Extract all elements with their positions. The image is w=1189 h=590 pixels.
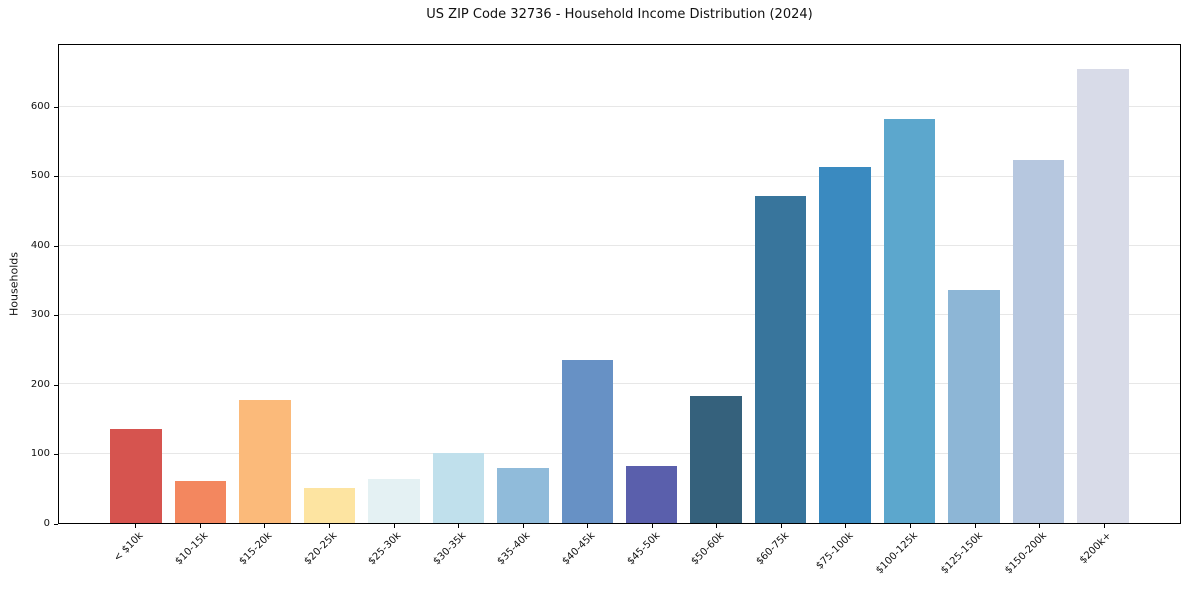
x-tick-label: $40-45k <box>560 530 598 568</box>
bar-slot <box>362 45 426 523</box>
y-tick-label: 300 <box>30 309 50 321</box>
x-tick-label: $30-35k <box>431 530 469 568</box>
x-tick-label: $200k+ <box>1077 530 1114 567</box>
x-tick-label: $60-75k <box>754 530 791 568</box>
y-tick-mark <box>54 106 58 108</box>
bar-slot <box>1071 45 1135 523</box>
x-tick-label: $100-125k <box>874 530 921 577</box>
gridline <box>59 314 1180 316</box>
bar <box>174 480 227 523</box>
bar <box>883 119 936 523</box>
x-tick-label: $75-100k <box>814 530 856 572</box>
bar <box>368 478 420 523</box>
bars-layer <box>59 45 1180 523</box>
x-tick-mark <box>264 524 266 528</box>
x-tick-label: $25-30k <box>366 530 404 568</box>
x-tick-mark <box>328 524 330 528</box>
bar-slot <box>813 45 877 523</box>
y-tick-label: 100 <box>30 448 50 460</box>
x-tick-mark <box>845 524 847 528</box>
y-tick-mark <box>54 245 58 247</box>
x-tick-mark <box>393 524 395 528</box>
bar <box>625 466 678 523</box>
chart-title: US ZIP Code 32736 - Household Income Dis… <box>426 7 813 22</box>
bar <box>1012 160 1065 523</box>
y-axis-label: Households <box>7 252 21 316</box>
x-tick-mark <box>522 524 524 528</box>
bar <box>303 487 356 523</box>
y-tick-label: 600 <box>30 100 50 112</box>
x-tick-label: < $10k <box>111 530 146 564</box>
bar <box>110 429 162 523</box>
bar-slot <box>684 45 748 523</box>
bar-slot <box>233 45 297 523</box>
bar <box>239 400 291 523</box>
x-tick-label: $125-150k <box>938 530 985 577</box>
gridline <box>59 244 1180 246</box>
bar <box>497 467 549 523</box>
x-tick-mark <box>458 524 460 528</box>
x-tick-label: $35-40k <box>495 530 533 568</box>
bar-slot <box>748 45 812 523</box>
bar-slot <box>620 45 684 523</box>
bar-slot <box>877 45 941 523</box>
bar <box>1077 69 1129 523</box>
y-tick-mark <box>54 524 58 525</box>
gridline <box>59 175 1180 177</box>
bar <box>690 395 742 523</box>
x-tick-label: $45-50k <box>624 530 662 568</box>
y-tick-label: 200 <box>30 378 50 390</box>
bar-slot <box>426 45 490 523</box>
x-tick-mark <box>587 524 589 528</box>
y-tick-mark <box>54 384 58 386</box>
gridline <box>59 106 1180 108</box>
y-tick-label: 400 <box>30 239 50 251</box>
plot-area <box>58 44 1181 524</box>
bar-slot <box>297 45 361 523</box>
x-tick-label: $50-60k <box>689 530 727 568</box>
bar-slot <box>168 45 232 523</box>
bar <box>561 360 614 523</box>
x-tick-mark <box>974 524 976 528</box>
bar-slot <box>104 45 168 523</box>
gridline <box>59 383 1180 385</box>
x-tick-label: $150-200k <box>1003 530 1050 577</box>
x-tick-mark <box>1103 524 1105 528</box>
x-tick-mark <box>651 524 653 528</box>
x-tick-mark <box>199 524 201 528</box>
y-tick-mark <box>54 315 58 317</box>
bar <box>819 166 871 523</box>
x-tick-mark <box>780 524 782 528</box>
x-tick-mark <box>1039 524 1041 528</box>
x-tick-label: $10-15k <box>172 530 210 568</box>
y-tick-mark <box>54 176 58 178</box>
bar <box>948 290 1000 523</box>
y-tick-mark <box>54 454 58 456</box>
gridline <box>59 452 1180 454</box>
bar-slot <box>1006 45 1070 523</box>
bar-slot <box>491 45 555 523</box>
y-tick-label: 0 <box>43 518 50 529</box>
bar <box>754 196 807 523</box>
x-tick-label: $20-25k <box>302 530 340 568</box>
x-tick-mark <box>910 524 912 528</box>
x-tick-mark <box>716 524 718 528</box>
x-tick-label: $15-20k <box>237 530 275 568</box>
x-tick-mark <box>135 524 137 528</box>
bar-slot <box>555 45 619 523</box>
bar-slot <box>942 45 1006 523</box>
y-tick-label: 500 <box>30 170 50 182</box>
bar <box>432 453 485 523</box>
